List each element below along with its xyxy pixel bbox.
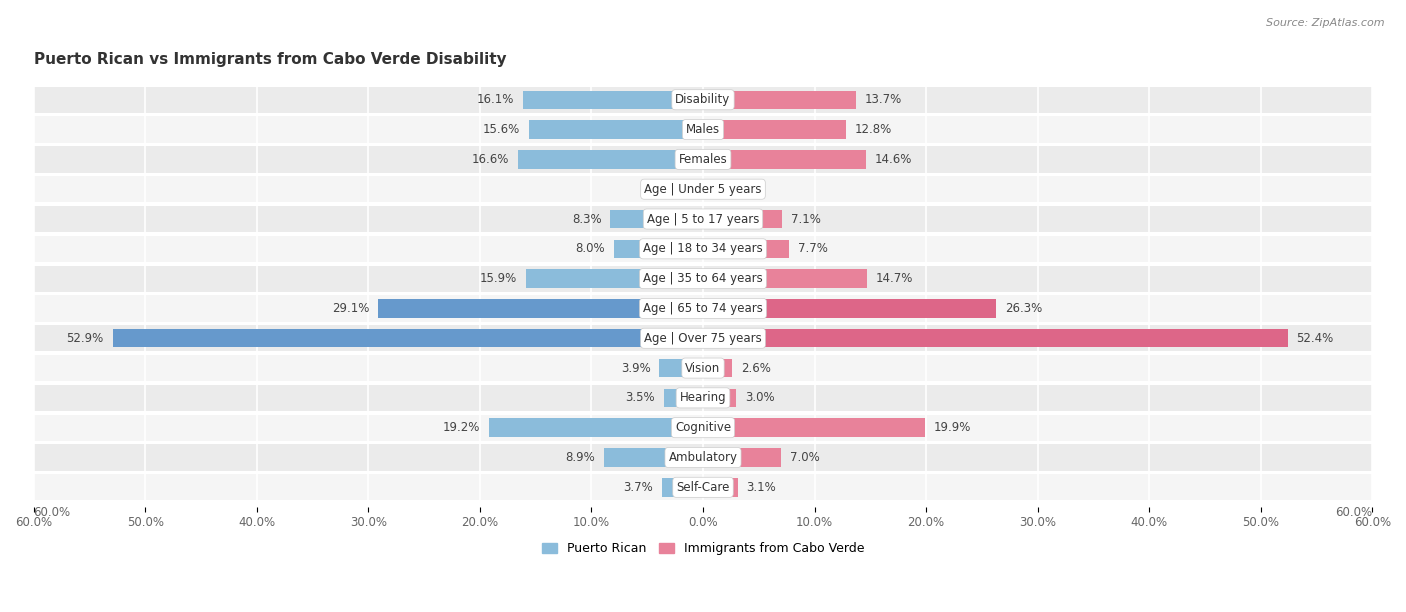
Text: 7.7%: 7.7% [797,242,828,255]
Text: 60.0%: 60.0% [34,506,70,519]
Bar [112,329,703,348]
Bar [34,385,1372,411]
Legend: Puerto Rican, Immigrants from Cabo Verde: Puerto Rican, Immigrants from Cabo Verde [537,537,869,560]
Text: 15.9%: 15.9% [479,272,516,285]
Bar [703,180,721,198]
Bar [662,478,703,496]
Text: 3.1%: 3.1% [747,481,776,494]
Text: 13.7%: 13.7% [865,93,903,106]
Text: 52.4%: 52.4% [1296,332,1334,345]
Text: Ambulatory: Ambulatory [668,451,738,464]
Bar [603,448,703,467]
Text: 60.0%: 60.0% [1336,506,1372,519]
Bar [34,444,1372,471]
Text: Self-Care: Self-Care [676,481,730,494]
Text: 3.9%: 3.9% [621,362,651,375]
Bar [34,266,1372,292]
Text: Vision: Vision [685,362,721,375]
Text: 14.7%: 14.7% [876,272,914,285]
Text: Puerto Rican vs Immigrants from Cabo Verde Disability: Puerto Rican vs Immigrants from Cabo Ver… [34,52,506,67]
Bar [34,236,1372,262]
Bar [614,239,703,258]
Bar [523,91,703,109]
Text: 3.5%: 3.5% [626,391,655,405]
Bar [378,299,703,318]
Text: Disability: Disability [675,93,731,106]
Text: 15.6%: 15.6% [482,123,520,136]
Bar [34,355,1372,381]
Text: 26.3%: 26.3% [1005,302,1043,315]
Text: Hearing: Hearing [679,391,727,405]
Text: 7.1%: 7.1% [792,212,821,225]
Text: 8.9%: 8.9% [565,451,595,464]
Bar [703,419,925,437]
Bar [34,146,1372,173]
Bar [610,210,703,228]
Bar [34,325,1372,351]
Text: 8.0%: 8.0% [575,242,605,255]
Bar [703,299,997,318]
Bar [703,91,856,109]
Bar [34,87,1372,113]
Text: 16.6%: 16.6% [471,153,509,166]
Text: 2.6%: 2.6% [741,362,770,375]
Bar [489,419,703,437]
Text: Age | 35 to 64 years: Age | 35 to 64 years [643,272,763,285]
Bar [664,389,703,407]
Bar [34,176,1372,203]
Text: 29.1%: 29.1% [332,302,370,315]
Bar [34,116,1372,143]
Bar [703,269,868,288]
Bar [529,121,703,139]
Text: 3.0%: 3.0% [745,391,775,405]
Text: Age | 5 to 17 years: Age | 5 to 17 years [647,212,759,225]
Text: Age | 18 to 34 years: Age | 18 to 34 years [643,242,763,255]
Text: Males: Males [686,123,720,136]
Bar [526,269,703,288]
Text: 12.8%: 12.8% [855,123,891,136]
Bar [659,359,703,378]
Bar [703,389,737,407]
Text: 7.0%: 7.0% [790,451,820,464]
Text: 19.2%: 19.2% [443,421,479,434]
Bar [517,150,703,169]
Bar [34,206,1372,232]
Bar [703,121,846,139]
Text: Age | Under 5 years: Age | Under 5 years [644,183,762,196]
Text: 14.6%: 14.6% [875,153,912,166]
Text: 52.9%: 52.9% [66,332,104,345]
Text: Cognitive: Cognitive [675,421,731,434]
Bar [703,239,789,258]
Text: Source: ZipAtlas.com: Source: ZipAtlas.com [1267,18,1385,28]
Text: Females: Females [679,153,727,166]
Text: 3.7%: 3.7% [623,481,652,494]
Text: 19.9%: 19.9% [934,421,972,434]
Bar [703,359,733,378]
Bar [703,478,738,496]
Bar [703,210,782,228]
Bar [685,180,703,198]
Bar [34,474,1372,501]
Bar [703,150,866,169]
Bar [703,329,1288,348]
Bar [34,414,1372,441]
Text: 16.1%: 16.1% [477,93,515,106]
Text: Age | Over 75 years: Age | Over 75 years [644,332,762,345]
Text: 1.7%: 1.7% [731,183,761,196]
Bar [34,296,1372,321]
Text: 8.3%: 8.3% [572,212,602,225]
Text: 1.7%: 1.7% [645,183,675,196]
Text: Age | 65 to 74 years: Age | 65 to 74 years [643,302,763,315]
Bar [703,448,782,467]
